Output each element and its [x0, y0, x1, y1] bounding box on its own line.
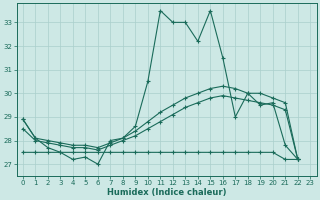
X-axis label: Humidex (Indice chaleur): Humidex (Indice chaleur)	[107, 188, 226, 197]
